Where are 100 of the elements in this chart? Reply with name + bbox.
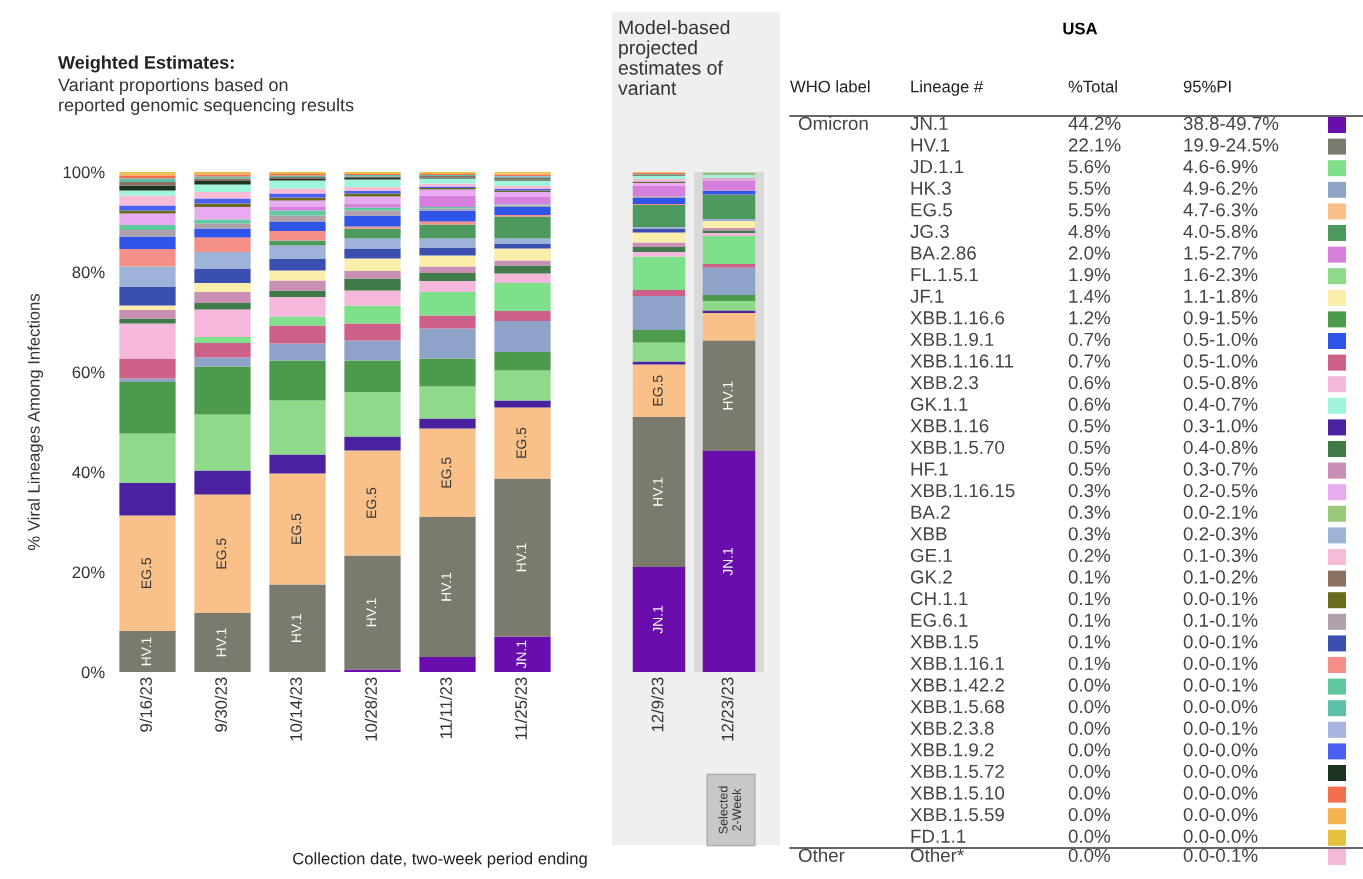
text: 22.1% — [1068, 138, 1121, 152]
text: 0.3% — [1068, 505, 1111, 519]
text: 1.1-1.8% — [1184, 289, 1258, 303]
text: 0.0-0.1% — [1183, 678, 1258, 692]
text: 0.0-0.1% — [1183, 635, 1258, 649]
x-tick-label: 11/25/23 — [514, 677, 527, 740]
text: 5.6% — [1068, 159, 1111, 174]
text: 0.9-1.5% — [1183, 311, 1258, 325]
series-label: HV.1 — [653, 477, 663, 506]
text: EG.5 — [291, 513, 302, 544]
text: 0.1-0.1% — [1183, 613, 1258, 627]
text: 0.4-0.8% — [1183, 440, 1258, 455]
text: 0.0% — [1068, 807, 1111, 822]
text: 0.1% — [1068, 570, 1111, 584]
text: BA.2.86 — [911, 246, 976, 260]
text: HK.3 — [911, 181, 951, 195]
text: 0.1-0.2% — [1183, 570, 1258, 584]
text: 4.8% — [1068, 224, 1111, 239]
text: HV.1 — [366, 598, 377, 627]
series-label: EG.5 — [652, 375, 663, 406]
text: 1.4% — [1069, 289, 1111, 303]
x-tick-label: 9/16/23 — [139, 677, 152, 732]
y-tick-label: 80% — [72, 266, 105, 279]
text: XBB.1.5 — [910, 635, 979, 649]
text: 0.0-0.0% — [1183, 807, 1258, 822]
text: XBB.1.16.15 — [910, 483, 1015, 498]
text: EG.6.1 — [911, 613, 968, 627]
text: 0.0% — [1068, 764, 1111, 779]
text: 0.5% — [1068, 419, 1111, 433]
text: 19.9-24.5% — [1184, 138, 1279, 152]
y-tick-label: 20% — [72, 566, 105, 579]
text: XBB — [910, 527, 947, 541]
text: 4.0-5.8% — [1183, 224, 1258, 239]
x-tick-label: 12/9/23 — [651, 677, 664, 732]
text: 4.7-6.3% — [1183, 203, 1258, 217]
text: 0.2-0.5% — [1183, 483, 1258, 498]
text: HV.1 — [216, 628, 227, 657]
category-label: %Total — [1068, 80, 1117, 93]
text: EG.5 — [216, 538, 227, 569]
y-tick-label: 60% — [72, 366, 105, 379]
text: 0.1-0.3% — [1183, 548, 1258, 563]
text: 4.6-6.9% — [1183, 159, 1258, 174]
text: FL.1.5.1 — [911, 268, 978, 282]
text: XBB.1.16.1 — [910, 656, 1004, 671]
text: XBB.1.5.72 — [910, 764, 1004, 779]
text: 0.0-0.0% — [1183, 764, 1258, 779]
text: Other — [798, 848, 845, 863]
text: 0.5% — [1068, 440, 1111, 455]
text: 0.7% — [1068, 354, 1111, 368]
text: 0.4-0.7% — [1183, 397, 1258, 411]
text: EG.5 — [141, 558, 152, 588]
y-tick-label: 40% — [72, 466, 105, 479]
text: 0.0-0.1% — [1183, 591, 1258, 606]
text: JD.1.1 — [910, 160, 964, 174]
chart-title: Weighted Estimates: — [58, 55, 234, 73]
x-tick-label: 9/30/23 — [214, 677, 227, 732]
text: XBB.1.9.2 — [910, 743, 994, 757]
text: XBB.1.5.68 — [910, 699, 1005, 714]
text: 0.0-0.0% — [1183, 699, 1258, 714]
text: USA — [1063, 22, 1098, 35]
text: BA.2 — [911, 505, 950, 519]
text: Omicron — [798, 116, 868, 131]
text: Selected 2-Week — [718, 786, 742, 834]
x-axis-title: Collection date, two-week period ending — [293, 852, 587, 868]
text: 1.9% — [1069, 267, 1111, 282]
text: 0.2-0.3% — [1183, 527, 1258, 541]
text: 0.1% — [1068, 613, 1111, 627]
x-tick-label: 10/14/23 — [289, 677, 302, 741]
text: HV.1 — [291, 614, 302, 642]
text: 0.0% — [1068, 678, 1111, 692]
chart-subtitle: Variant proportions based on reported genomic sequencing results — [58, 78, 354, 115]
text: 2.0% — [1068, 246, 1111, 260]
text: 0.0% — [1068, 848, 1111, 863]
text: 0.5-1.0% — [1183, 332, 1258, 347]
text: 5.5% — [1068, 181, 1111, 195]
text: 0.6% — [1068, 397, 1111, 411]
text: XBB.1.5.59 — [910, 807, 1004, 822]
chart-title: Model-based projected estimates of variant — [618, 20, 730, 95]
text: 4.9-6.2% — [1183, 181, 1258, 195]
text: 0.0-0.0% — [1183, 786, 1258, 800]
text: Other* — [910, 848, 964, 863]
text: 0.0-0.1% — [1183, 848, 1258, 863]
text: HV.1 — [516, 543, 527, 572]
text: 0.1% — [1068, 656, 1111, 671]
text: XBB.2.3 — [910, 375, 978, 390]
text: 0.0% — [1068, 721, 1111, 735]
text: HV.1 — [723, 381, 733, 410]
text: CH.1.1 — [910, 591, 968, 606]
x-tick-label: 11/11/23 — [439, 677, 452, 738]
series-label: JN.1 — [653, 605, 663, 634]
text: HF.1 — [911, 462, 948, 476]
text: 0.3% — [1068, 527, 1111, 541]
y-axis-title: % Viral Lineages Among Infections — [27, 293, 44, 551]
text: JN.1 — [910, 116, 948, 131]
text: 44.2% — [1068, 116, 1121, 130]
text: 0.0% — [1068, 743, 1111, 757]
text: HV.1 — [911, 138, 950, 152]
text: 0.0-0.1% — [1183, 721, 1258, 735]
text: 0.5-1.0% — [1183, 354, 1258, 368]
text: JF.1 — [910, 289, 944, 303]
